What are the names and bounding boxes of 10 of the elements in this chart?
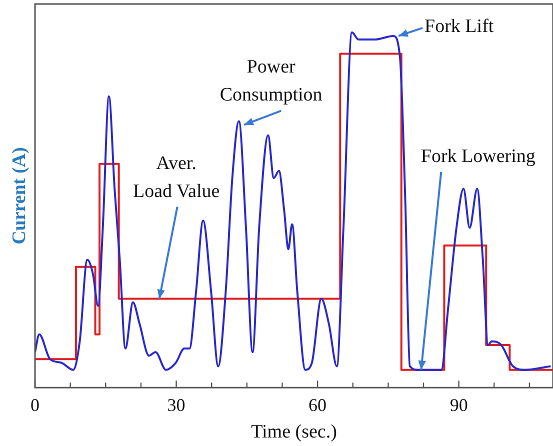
x-tick-label: 90 <box>450 395 468 416</box>
x-tick-label: 30 <box>167 395 186 416</box>
annotation: Fork Lowering <box>420 146 536 167</box>
y-axis-title: Current (A) <box>8 147 30 244</box>
annotation: Power Consumption <box>220 56 323 106</box>
annotation: Fork Lift <box>424 16 494 37</box>
x-tick-label: 60 <box>308 395 327 416</box>
x-axis-title: Time (sec.) <box>251 422 337 443</box>
x-tick-label: 0 <box>30 395 40 416</box>
annotation: Aver. Load Value <box>132 152 220 202</box>
